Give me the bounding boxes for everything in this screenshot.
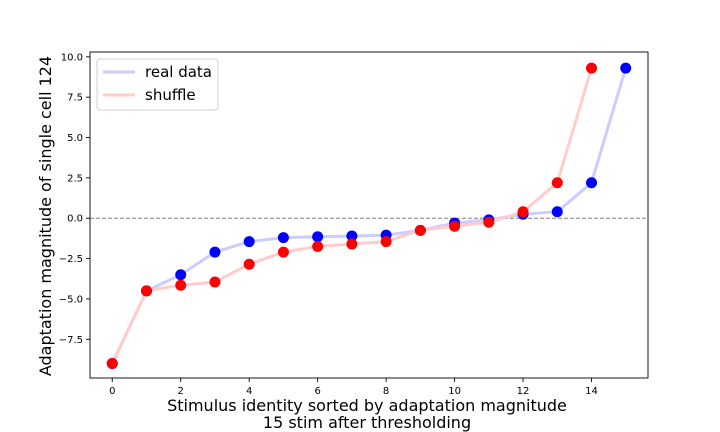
data-point-s1-7 — [346, 238, 358, 250]
x-tick-label: 14 — [585, 386, 598, 397]
data-point-s1-1 — [140, 285, 152, 297]
data-point-s1-6 — [312, 240, 324, 252]
data-point-s1-11 — [483, 216, 495, 228]
x-tick-label: 10 — [448, 386, 461, 397]
plot-area — [90, 62, 648, 369]
data-point-s1-10 — [449, 220, 461, 232]
data-point-s1-9 — [414, 224, 426, 236]
series-line-0 — [110, 67, 628, 365]
y-tick-label: −2.5 — [59, 254, 83, 265]
data-point-s1-8 — [380, 236, 392, 248]
y-tick-label: 7.5 — [67, 93, 83, 104]
y-axis-label: Adaptation magnitude of single cell 124 — [36, 56, 55, 376]
y-tick-label: 0.0 — [67, 214, 83, 225]
data-point-s1-2 — [175, 279, 187, 291]
y-tick-label: −7.5 — [59, 335, 83, 346]
x-tick-label: 12 — [517, 386, 530, 397]
data-point-s1-13 — [551, 177, 563, 189]
data-point-s1-4 — [243, 258, 255, 270]
legend-label-0: real data — [145, 63, 212, 81]
axes: 0 2 4 6 8 10 12 14 −7.5 −5.0 −2.5 0.0 2.5 5.0 7.5 10.0 — [59, 51, 649, 397]
legend: real data shuffle — [96, 58, 219, 111]
x-axis-label-line1: Stimulus identity sorted by adaptation m… — [167, 396, 567, 415]
data-point-s1-3 — [209, 276, 221, 288]
data-point-s0-13 — [551, 206, 563, 218]
y-tick-label: 2.5 — [67, 173, 83, 184]
data-point-s1-0 — [106, 357, 118, 369]
y-tick-label: −5.0 — [59, 294, 83, 305]
y-tick-label: 10.0 — [61, 52, 83, 63]
x-axis-label-line2: 15 stim after thresholding — [263, 413, 471, 432]
y-tick-label: 5.0 — [67, 133, 83, 144]
x-tick-label: 6 — [314, 386, 320, 397]
axes-frame — [89, 51, 649, 379]
data-point-s0-6 — [312, 231, 324, 243]
data-point-s1-5 — [277, 246, 289, 258]
data-point-s0-7 — [346, 230, 358, 242]
data-point-s0-15 — [620, 62, 632, 74]
data-point-s0-14 — [586, 177, 598, 189]
x-tick-label: 8 — [383, 386, 389, 397]
legend-label-1: shuffle — [145, 86, 196, 104]
x-tick-label: 2 — [178, 386, 184, 397]
data-point-s0-5 — [277, 232, 289, 244]
data-point-s1-12 — [517, 206, 529, 218]
x-tick-label: 4 — [246, 386, 252, 397]
data-point-s0-3 — [209, 246, 221, 258]
data-point-s1-14 — [586, 62, 598, 74]
data-point-s0-4 — [243, 236, 255, 248]
data-point-s0-2 — [175, 269, 187, 281]
x-tick-label: 0 — [109, 386, 115, 397]
